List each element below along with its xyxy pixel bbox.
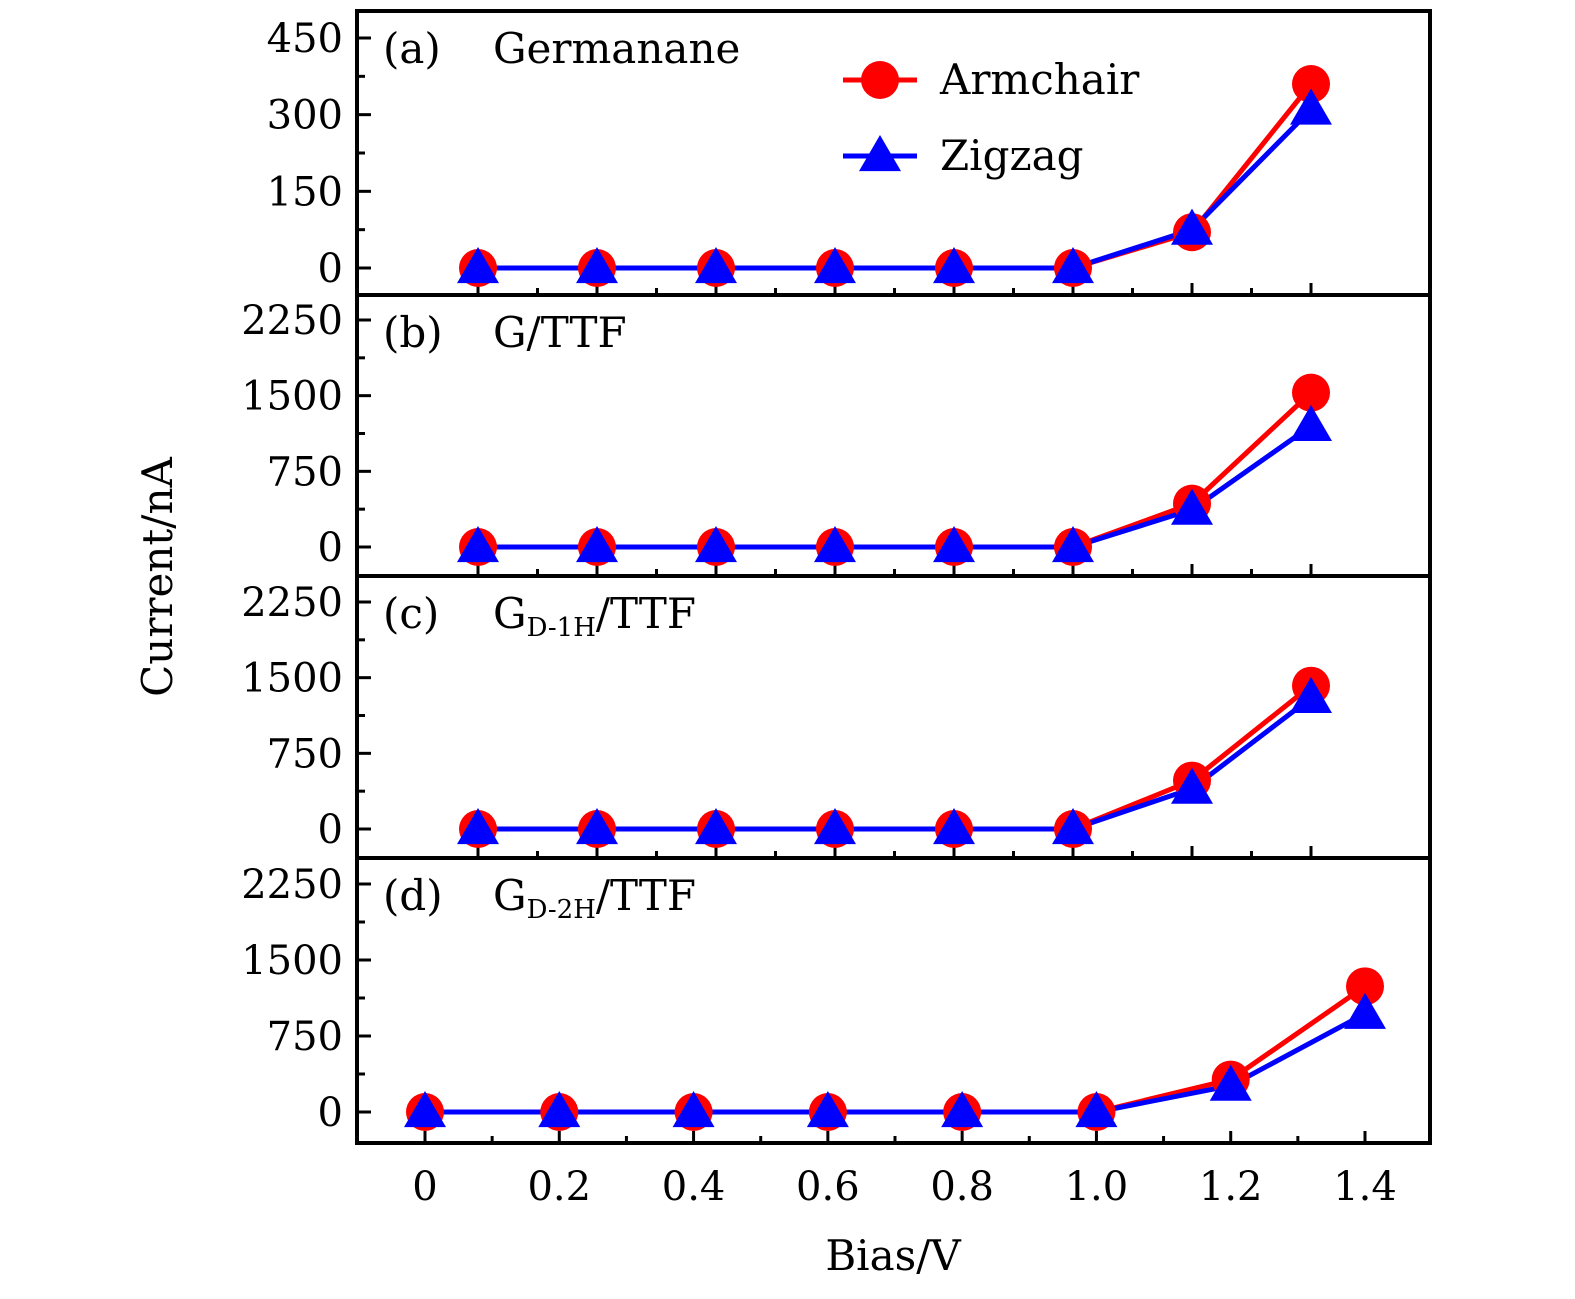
series-line-zigzag: [478, 107, 1313, 271]
zigzag-point: [457, 808, 499, 845]
zigzag-point: [1052, 247, 1094, 284]
legend: Armchair Zigzag: [843, 55, 1140, 180]
zigzag-point: [538, 1091, 581, 1128]
panel-title-suffix: /TTF: [596, 871, 696, 920]
zigzag-point: [1052, 526, 1094, 563]
panel-label: (a): [383, 24, 441, 73]
y-tick-label: 300: [267, 93, 343, 139]
armchair-point: [1292, 65, 1330, 103]
panel-label: (b): [383, 308, 443, 357]
zigzag-point: [404, 1091, 446, 1128]
zigzag-point: [1344, 992, 1386, 1029]
zigzag-point: [1290, 88, 1332, 125]
panel-title-main: G: [493, 871, 527, 920]
zigzag-point: [814, 808, 856, 845]
panel-title: G/TTF: [493, 308, 627, 357]
y-tick-label: 1500: [241, 656, 343, 702]
y-tick-label: 1500: [241, 374, 343, 420]
y-tick-label: 0: [318, 1090, 343, 1136]
x-tick-label: 1.0: [1065, 1164, 1129, 1210]
y-axis-title: Current/nA: [133, 457, 182, 697]
zigzag-point: [814, 247, 856, 284]
zigzag-point: [576, 808, 618, 845]
armchair-point: [1346, 967, 1384, 1006]
panel-title: GD-2H/TTF: [493, 871, 696, 925]
zigzag-point: [457, 526, 499, 563]
zigzag-point: [1290, 676, 1332, 713]
legend-label: Zigzag: [940, 131, 1084, 180]
legend-marker-circle: [861, 61, 899, 99]
zigzag-point: [1171, 488, 1213, 525]
panel-title: Germanane: [493, 24, 740, 73]
panels-group: 0 150 300 450 (a) Germanane 0 750 1500 2250 (b) G/T…: [241, 9, 1432, 1210]
y-tick-label: 2250: [241, 862, 343, 908]
panel-title-main: Germanane: [493, 24, 740, 73]
zigzag-point: [933, 526, 975, 563]
panel-b: 0 750 1500 2250 (b) G/TTF: [241, 293, 1432, 578]
y-tick-label: 2250: [241, 298, 343, 344]
y-tick-label: 750: [267, 449, 343, 495]
y-tick-label: 2250: [241, 580, 343, 626]
series-line-zigzag: [478, 695, 1313, 832]
y-tick-label: 0: [318, 525, 343, 571]
y-tick-label: 750: [267, 1014, 343, 1060]
panel-label: (c): [383, 589, 439, 638]
zigzag-point: [933, 247, 975, 284]
zigzag-point: [806, 1091, 849, 1128]
panel-label: (d): [383, 871, 443, 920]
legend-marker-triangle: [859, 135, 901, 172]
zigzag-point: [695, 526, 737, 563]
y-tick-label: 1500: [241, 938, 343, 984]
zigzag-point: [1171, 767, 1213, 804]
zigzag-point: [695, 808, 737, 845]
zigzag-point: [695, 247, 737, 284]
zigzag-point: [1209, 1064, 1252, 1101]
panel-c: 0 750 1500 2250 (c) GD-1H/TTF: [241, 574, 1432, 860]
zigzag-point: [457, 247, 499, 284]
series-line-zigzag: [425, 1011, 1367, 1115]
x-axis-title: Bias/V: [825, 1231, 961, 1280]
x-tick-label: 0: [412, 1164, 437, 1210]
series-line-armchair: [478, 683, 1313, 832]
zigzag-point: [933, 808, 975, 845]
y-tick-label: 0: [318, 807, 343, 853]
panel-title-suffix: /TTF: [596, 589, 696, 638]
zigzag-point: [814, 526, 856, 563]
panel-title-main: G/TTF: [493, 308, 627, 357]
zigzag-point: [672, 1091, 715, 1128]
y-tick-label: 750: [267, 731, 343, 777]
y-tick-label: 0: [318, 246, 343, 292]
series-line-zigzag: [478, 423, 1313, 550]
x-tick-label: 0.6: [796, 1164, 860, 1210]
zigzag-point: [1290, 404, 1332, 442]
x-tick-label: 0.2: [527, 1164, 591, 1210]
panel-title: GD-1H/TTF: [493, 589, 696, 643]
panel-a: 0 150 300 450 (a) Germanane: [267, 9, 1432, 297]
zigzag-point: [1171, 208, 1213, 245]
panel-d: 0 750 1500 2250 (d) GD-2H/TTF: [241, 856, 1432, 1145]
x-tick-label: 1.2: [1199, 1164, 1263, 1210]
y-tick-label: 450: [267, 16, 343, 62]
zigzag-point: [576, 526, 618, 563]
y-tick-label: 150: [267, 169, 343, 215]
panel-title-main: G: [493, 589, 527, 638]
x-tick-label: 0.4: [662, 1164, 726, 1210]
x-tick-label: 0.8: [930, 1164, 994, 1210]
legend-label: Armchair: [939, 55, 1140, 104]
x-tick-label: 1.4: [1333, 1164, 1397, 1210]
zigzag-point: [576, 247, 618, 284]
armchair-point: [1292, 373, 1330, 412]
zigzag-point: [941, 1091, 984, 1128]
panel-title-subscript: D-2H: [527, 895, 596, 925]
panel-title-subscript: D-1H: [527, 613, 596, 643]
zigzag-point: [1075, 1091, 1118, 1128]
zigzag-point: [1052, 808, 1094, 845]
